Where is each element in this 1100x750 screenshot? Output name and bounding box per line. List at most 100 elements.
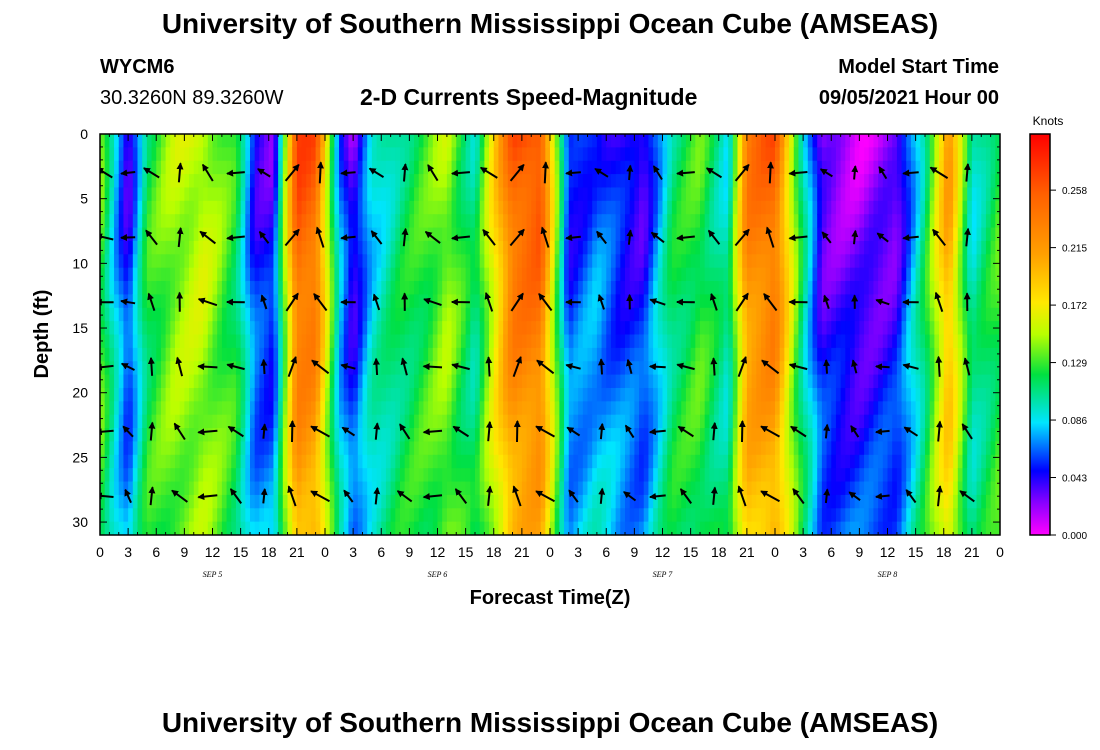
heatmap-cell [451, 227, 457, 242]
heatmap-cell [821, 267, 828, 282]
heatmap-cell [723, 227, 729, 242]
heatmap-cell [568, 160, 575, 175]
heatmap-cell [606, 147, 612, 162]
heatmap-cell [573, 347, 579, 362]
heatmap-cell [137, 481, 143, 496]
heatmap-cell [348, 321, 354, 336]
heatmap-cell [156, 240, 162, 255]
heatmap-cell [362, 428, 368, 443]
heatmap-cell [146, 187, 153, 202]
heatmap-cell [493, 147, 500, 162]
heatmap-cell [475, 441, 481, 456]
heatmap-cell [629, 334, 635, 349]
heatmap-cell [714, 374, 720, 389]
heatmap-cell [104, 321, 110, 336]
heatmap-cell [165, 267, 171, 282]
heatmap-cell [268, 267, 275, 282]
heatmap-cell [770, 414, 776, 429]
heatmap-cell [587, 267, 593, 282]
heatmap-cell [296, 387, 303, 402]
heatmap-cell [123, 481, 129, 496]
heatmap-cell [203, 401, 209, 416]
heatmap-cell [259, 147, 265, 162]
heatmap-cell [751, 334, 757, 349]
heatmap-cell [264, 428, 270, 443]
heatmap-cell [250, 160, 256, 175]
heatmap-cell [456, 307, 462, 322]
heatmap-cell [301, 374, 307, 389]
heatmap-cell [854, 147, 860, 162]
heatmap-cell [400, 281, 406, 295]
heatmap-cell [207, 441, 214, 456]
heatmap-cell [807, 214, 814, 229]
heatmap-cell [798, 187, 804, 202]
heatmap-cell [357, 200, 364, 215]
heatmap-cell [282, 334, 289, 349]
heatmap-cell [639, 387, 645, 402]
heatmap-cell [601, 200, 607, 215]
heatmap-cell [803, 374, 809, 389]
heatmap-cell [746, 134, 753, 148]
heatmap-cell [484, 187, 490, 202]
heatmap-cell [760, 494, 767, 509]
heatmap-cell [329, 147, 335, 162]
heatmap-cell [812, 414, 818, 429]
heatmap-cell [817, 134, 823, 148]
heatmap-cell [507, 307, 514, 322]
heatmap-cell [362, 160, 368, 175]
heatmap-cell [282, 508, 289, 523]
heatmap-cell [310, 227, 317, 242]
heatmap-cell [123, 508, 129, 523]
heatmap-cell [442, 428, 448, 443]
heatmap-cell [671, 481, 678, 496]
heatmap-cell [859, 321, 865, 336]
heatmap-cell [418, 227, 425, 242]
heatmap-cell [723, 294, 729, 309]
heatmap-cell [568, 240, 575, 255]
heatmap-cell [718, 468, 725, 483]
heatmap-cell [475, 174, 481, 189]
heatmap-cell [250, 307, 256, 322]
heatmap-cell [156, 214, 162, 229]
heatmap-cell [432, 361, 439, 376]
heatmap-cell [817, 468, 823, 483]
heatmap-cell [765, 240, 771, 255]
heatmap-cell [667, 174, 673, 189]
heatmap-cell [456, 361, 462, 376]
heatmap-cell [728, 294, 734, 309]
heatmap-cell [132, 334, 139, 349]
heatmap-cell [409, 307, 415, 322]
heatmap-cell [339, 174, 345, 189]
heatmap-cell [418, 401, 425, 416]
heatmap-cell [245, 174, 251, 189]
heatmap-cell [662, 187, 668, 202]
heatmap-cell [489, 281, 495, 295]
heatmap-cell [493, 240, 500, 255]
heatmap-cell [142, 454, 148, 469]
heatmap-cell [221, 428, 228, 443]
heatmap-cell [432, 508, 439, 523]
heatmap-cell [850, 254, 856, 269]
heatmap-cell [817, 281, 823, 295]
heatmap-cell [639, 334, 645, 349]
heatmap-cell [189, 428, 195, 443]
heatmap-cell [123, 428, 129, 443]
heatmap-cell [221, 508, 228, 523]
heatmap-cell [657, 294, 664, 309]
heatmap-cell [315, 387, 321, 402]
heatmap-cell [156, 494, 162, 509]
heatmap-cell [685, 134, 692, 148]
heatmap-cell [385, 294, 392, 309]
heatmap-cell [573, 321, 579, 336]
heatmap-cell [864, 361, 870, 376]
heatmap-cell [601, 147, 607, 162]
heatmap-cell [320, 494, 326, 509]
heatmap-cell [160, 200, 167, 215]
heatmap-cell [432, 334, 439, 349]
heatmap-cell [428, 374, 434, 389]
heatmap-cell [240, 160, 246, 175]
heatmap-cell [240, 134, 246, 148]
heatmap-cell [282, 414, 289, 429]
heatmap-cell [723, 401, 729, 416]
heatmap-cell [475, 267, 481, 282]
